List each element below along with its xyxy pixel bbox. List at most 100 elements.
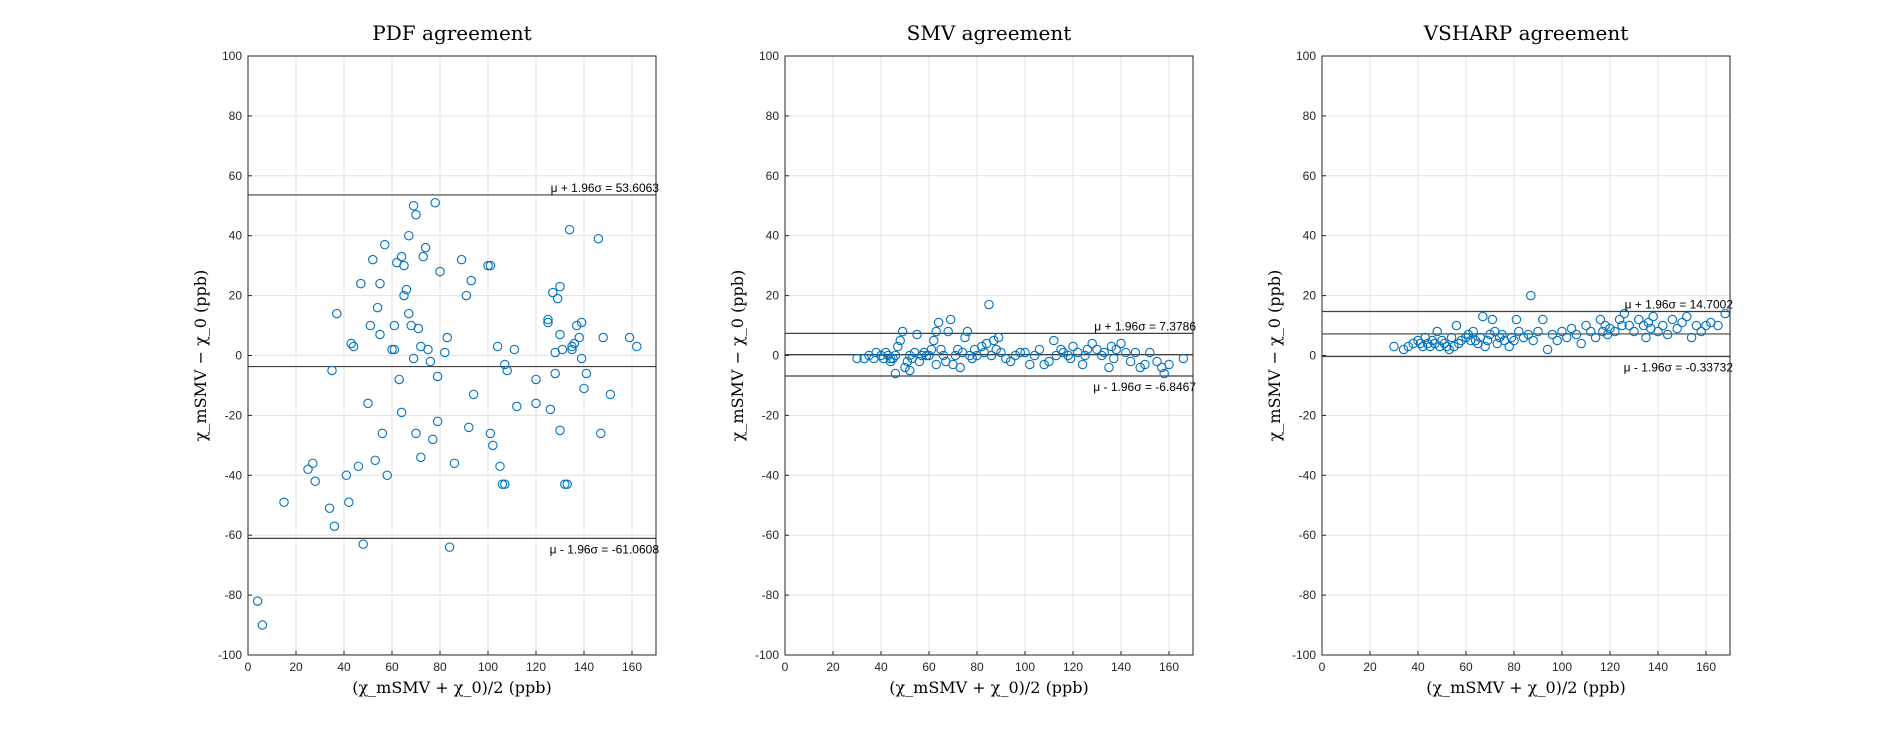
data-points bbox=[852, 299, 1189, 379]
data-point bbox=[871, 347, 881, 358]
data-point bbox=[1506, 332, 1517, 343]
data-point bbox=[430, 198, 440, 208]
data-point bbox=[1677, 317, 1687, 328]
data-point bbox=[1058, 347, 1069, 358]
data-point bbox=[377, 428, 388, 439]
data-point bbox=[924, 350, 934, 361]
data-point bbox=[1463, 329, 1474, 340]
data-point bbox=[1087, 338, 1097, 349]
x-tick-label: 40 bbox=[874, 660, 888, 674]
data-point bbox=[531, 398, 541, 409]
data-point bbox=[1099, 347, 1109, 358]
x-tick-label: 40 bbox=[337, 660, 351, 674]
x-tick-label: 60 bbox=[922, 660, 936, 674]
data-point bbox=[1552, 335, 1562, 346]
data-point bbox=[926, 344, 937, 355]
data-point bbox=[464, 422, 474, 433]
data-point bbox=[1547, 329, 1558, 340]
data-point bbox=[332, 308, 342, 319]
data-point bbox=[1077, 359, 1088, 370]
data-point bbox=[1152, 356, 1162, 367]
y-tick-label: -20 bbox=[225, 408, 243, 422]
x-tick-label: 100 bbox=[478, 660, 498, 674]
data-point bbox=[1415, 338, 1426, 349]
y-tick-label: 40 bbox=[229, 229, 243, 243]
data-point bbox=[933, 317, 944, 328]
data-point bbox=[881, 347, 891, 358]
y-tick-label: -60 bbox=[1299, 528, 1317, 542]
data-point bbox=[543, 314, 553, 325]
data-point bbox=[991, 344, 1001, 355]
data-point bbox=[1653, 326, 1663, 337]
data-point bbox=[404, 308, 414, 319]
data-point bbox=[308, 458, 318, 469]
data-point bbox=[327, 365, 337, 376]
x-tick-label: 0 bbox=[245, 660, 252, 674]
x-tick-label: 80 bbox=[433, 660, 447, 674]
data-point bbox=[1478, 311, 1488, 322]
y-tick-label: -100 bbox=[218, 648, 242, 662]
data-point bbox=[1029, 350, 1040, 361]
y-tick-label: 20 bbox=[1303, 289, 1317, 303]
data-point bbox=[1571, 329, 1582, 340]
data-point bbox=[1518, 332, 1529, 343]
chart-title: SMV agreement bbox=[907, 21, 1072, 45]
data-point bbox=[562, 479, 572, 490]
data-point bbox=[1523, 329, 1534, 340]
data-point bbox=[485, 428, 496, 439]
x-tick-label: 140 bbox=[574, 660, 594, 674]
data-point bbox=[1025, 359, 1035, 370]
data-point bbox=[1178, 353, 1189, 364]
data-point bbox=[401, 284, 412, 295]
data-point bbox=[931, 359, 941, 370]
data-point bbox=[905, 350, 915, 361]
data-point bbox=[1403, 341, 1414, 352]
data-point bbox=[382, 470, 392, 481]
data-point bbox=[1576, 338, 1586, 349]
x-tick-label: 60 bbox=[1459, 660, 1473, 674]
data-point bbox=[921, 350, 932, 361]
chart-title: PDF agreement bbox=[372, 21, 531, 45]
data-point bbox=[1557, 326, 1567, 337]
data-point bbox=[1068, 341, 1078, 352]
data-point bbox=[500, 479, 510, 490]
y-tick-label: -40 bbox=[762, 468, 780, 482]
data-point bbox=[1617, 320, 1627, 331]
data-point bbox=[1082, 344, 1093, 355]
upper-loa-label: μ + 1.96σ = 7.3786 bbox=[1094, 319, 1196, 333]
y-axis-label: χ_mSMV − χ_0 (ppb) bbox=[191, 270, 210, 442]
data-point bbox=[893, 341, 903, 352]
data-point bbox=[279, 497, 289, 508]
y-tick-label: 60 bbox=[766, 169, 780, 183]
data-point bbox=[996, 347, 1006, 358]
data-point bbox=[1701, 320, 1711, 331]
data-point bbox=[593, 233, 604, 244]
x-tick-label: 80 bbox=[970, 660, 984, 674]
upper-loa-label: μ + 1.96σ = 14.7002 bbox=[1625, 297, 1734, 311]
y-tick-label: -80 bbox=[225, 588, 243, 602]
data-point bbox=[1109, 353, 1119, 364]
data-point bbox=[368, 254, 378, 265]
data-point bbox=[962, 326, 973, 337]
y-tick-label: 60 bbox=[1303, 169, 1317, 183]
data-point bbox=[945, 314, 956, 325]
data-point bbox=[1482, 335, 1493, 346]
y-tick-label: -80 bbox=[762, 588, 780, 602]
data-point bbox=[356, 278, 366, 289]
data-point bbox=[1634, 314, 1644, 325]
data-point bbox=[1140, 359, 1150, 370]
data-point bbox=[564, 224, 575, 235]
data-point bbox=[425, 356, 436, 367]
data-point bbox=[1581, 320, 1591, 331]
data-point bbox=[252, 596, 263, 606]
data-point bbox=[1020, 347, 1030, 358]
data-point bbox=[428, 434, 438, 445]
data-point bbox=[1538, 314, 1548, 325]
data-point bbox=[1422, 338, 1433, 349]
data-points bbox=[1389, 290, 1730, 355]
data-point bbox=[605, 389, 616, 400]
x-axis-label: (χ_mSMV + χ_0)/2 (ppb) bbox=[1426, 678, 1626, 697]
data-point bbox=[432, 371, 443, 382]
x-tick-label: 120 bbox=[526, 660, 546, 674]
data-point bbox=[576, 353, 587, 364]
